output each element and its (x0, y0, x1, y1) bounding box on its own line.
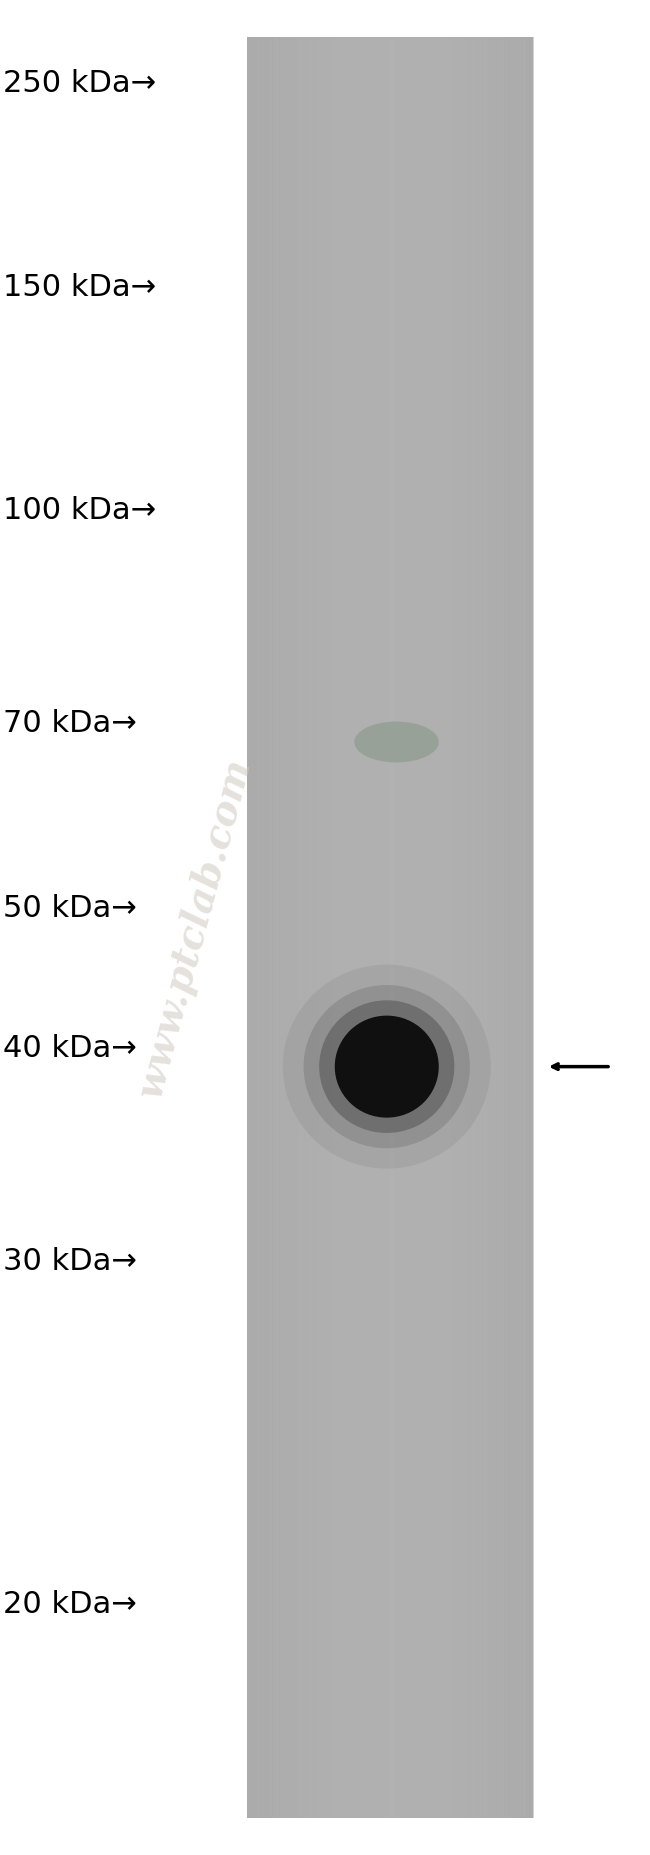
Bar (519, 37, 523, 1818)
Ellipse shape (335, 1015, 439, 1117)
Bar (254, 37, 259, 1818)
Bar (497, 37, 501, 1818)
Bar (458, 37, 462, 1818)
Bar (411, 37, 416, 1818)
Bar (479, 37, 484, 1818)
Text: 100 kDa→: 100 kDa→ (3, 495, 157, 525)
Bar (318, 37, 323, 1818)
Text: 70 kDa→: 70 kDa→ (3, 709, 137, 738)
Bar (500, 37, 505, 1818)
Bar (422, 37, 426, 1818)
Bar (451, 37, 455, 1818)
Bar (400, 37, 405, 1818)
Bar (365, 37, 369, 1818)
Bar (276, 37, 279, 1818)
Text: 250 kDa→: 250 kDa→ (3, 69, 157, 98)
Bar (283, 37, 287, 1818)
Bar (351, 37, 355, 1818)
Bar (419, 37, 422, 1818)
Bar (280, 37, 283, 1818)
Bar (297, 37, 301, 1818)
Bar (257, 37, 262, 1818)
Bar (397, 37, 401, 1818)
Text: 20 kDa→: 20 kDa→ (3, 1590, 137, 1619)
Bar (300, 37, 305, 1818)
Text: www.ptclab.com: www.ptclab.com (131, 753, 259, 1102)
Bar (390, 37, 394, 1818)
Bar (415, 37, 419, 1818)
Ellipse shape (304, 985, 470, 1148)
Text: 50 kDa→: 50 kDa→ (3, 894, 137, 924)
Bar (337, 37, 341, 1818)
Bar (315, 37, 319, 1818)
Bar (369, 37, 372, 1818)
Text: 150 kDa→: 150 kDa→ (3, 273, 157, 302)
Bar (523, 37, 526, 1818)
Bar (290, 37, 294, 1818)
Bar (361, 37, 365, 1818)
Bar (433, 37, 437, 1818)
Bar (322, 37, 326, 1818)
Bar (440, 37, 445, 1818)
Bar (476, 37, 480, 1818)
Bar (443, 37, 448, 1818)
Bar (247, 37, 533, 1818)
Bar (437, 37, 441, 1818)
Bar (486, 37, 491, 1818)
Ellipse shape (319, 1000, 454, 1133)
Bar (286, 37, 291, 1818)
Bar (294, 37, 298, 1818)
Bar (333, 37, 337, 1818)
Text: 30 kDa→: 30 kDa→ (3, 1247, 137, 1276)
Bar (251, 37, 255, 1818)
Bar (343, 37, 348, 1818)
Bar (429, 37, 434, 1818)
Bar (304, 37, 309, 1818)
Bar (483, 37, 487, 1818)
Bar (376, 37, 380, 1818)
Bar (469, 37, 473, 1818)
Bar (347, 37, 351, 1818)
Bar (426, 37, 430, 1818)
Bar (526, 37, 530, 1818)
Bar (408, 37, 412, 1818)
Bar (465, 37, 469, 1818)
Bar (358, 37, 362, 1818)
Bar (272, 37, 276, 1818)
Bar (529, 37, 534, 1818)
Bar (494, 37, 498, 1818)
Bar (329, 37, 333, 1818)
Bar (326, 37, 330, 1818)
Text: 40 kDa→: 40 kDa→ (3, 1033, 137, 1063)
Bar (508, 37, 512, 1818)
Bar (265, 37, 269, 1818)
Bar (340, 37, 344, 1818)
Bar (311, 37, 316, 1818)
Ellipse shape (354, 722, 439, 762)
Bar (383, 37, 387, 1818)
Bar (308, 37, 312, 1818)
Bar (515, 37, 519, 1818)
Bar (512, 37, 516, 1818)
Ellipse shape (283, 965, 491, 1169)
Bar (454, 37, 458, 1818)
Bar (490, 37, 494, 1818)
Bar (268, 37, 273, 1818)
Bar (380, 37, 383, 1818)
Bar (386, 37, 391, 1818)
Bar (261, 37, 266, 1818)
Bar (447, 37, 451, 1818)
Bar (472, 37, 476, 1818)
Bar (504, 37, 508, 1818)
Bar (462, 37, 465, 1818)
Bar (393, 37, 398, 1818)
Bar (372, 37, 376, 1818)
Bar (247, 37, 251, 1818)
Bar (354, 37, 358, 1818)
Bar (404, 37, 408, 1818)
